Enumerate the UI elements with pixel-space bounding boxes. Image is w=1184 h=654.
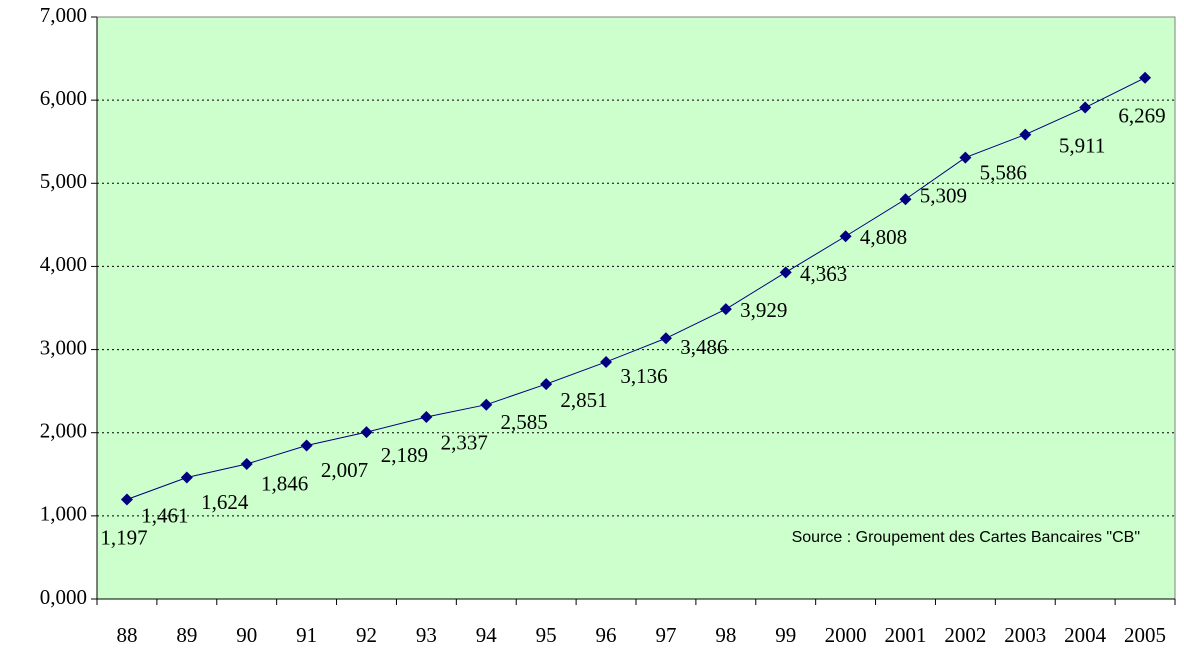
data-point — [719, 303, 732, 316]
x-tick-label: 2003 — [1004, 623, 1046, 647]
data-label: 3,136 — [620, 364, 667, 388]
x-tick-label: 92 — [356, 623, 377, 647]
data-point — [839, 230, 852, 243]
y-tick-label: 1,000 — [40, 502, 87, 526]
data-point — [480, 398, 493, 411]
x-tick-label: 91 — [296, 623, 317, 647]
data-label: 5,309 — [920, 183, 967, 207]
data-label: 2,585 — [501, 410, 548, 434]
data-point — [1139, 71, 1152, 84]
y-tick-label: 7,000 — [40, 3, 87, 27]
data-label: 4,808 — [860, 225, 907, 249]
data-point — [420, 411, 433, 424]
data-label: 1,461 — [141, 503, 188, 527]
plot-area — [96, 16, 1176, 600]
data-label: 1,846 — [261, 471, 308, 495]
data-label: 2,189 — [381, 443, 428, 467]
y-tick-label: 4,000 — [40, 252, 87, 276]
x-tick-label: 96 — [596, 623, 617, 647]
y-tick-label: 3,000 — [40, 335, 87, 359]
y-tick-label: 0,000 — [40, 585, 87, 609]
data-label: 2,337 — [441, 431, 488, 455]
data-label: 3,486 — [680, 335, 727, 359]
data-point — [659, 332, 672, 345]
data-point — [180, 471, 193, 484]
data-point — [1019, 128, 1032, 141]
x-tick-label: 2005 — [1124, 623, 1166, 647]
data-point — [959, 151, 972, 164]
data-point — [360, 426, 373, 439]
data-label: 5,911 — [1059, 133, 1105, 157]
x-tick-label: 95 — [536, 623, 557, 647]
data-label: 6,269 — [1118, 104, 1165, 128]
x-tick-label: 2001 — [885, 623, 927, 647]
data-point — [540, 378, 553, 391]
data-point — [120, 493, 133, 506]
source-note: Source : Groupement des Cartes Bancaires… — [792, 529, 1140, 546]
y-tick-label: 6,000 — [40, 86, 87, 110]
x-tick-label: 2004 — [1064, 623, 1107, 647]
x-tick-label: 97 — [655, 623, 676, 647]
y-tick-label: 2,000 — [40, 419, 87, 443]
data-point — [300, 439, 313, 452]
x-tick-label: 89 — [176, 623, 197, 647]
y-tick-label: 5,000 — [40, 169, 87, 193]
data-point — [779, 266, 792, 279]
x-tick-label: 94 — [476, 623, 498, 647]
data-label: 4,363 — [800, 262, 847, 286]
data-label: 1,197 — [100, 525, 147, 549]
data-point — [600, 355, 613, 368]
data-label: 2,007 — [321, 458, 368, 482]
data-point — [1079, 101, 1092, 114]
data-label: 2,851 — [560, 388, 607, 412]
data-label: 1,624 — [201, 490, 249, 514]
x-tick-label: 93 — [416, 623, 437, 647]
x-tick-label: 2002 — [944, 623, 986, 647]
data-label: 5,586 — [980, 160, 1027, 184]
series-line — [126, 77, 1146, 500]
data-point — [899, 193, 912, 206]
x-tick-label: 90 — [236, 623, 257, 647]
x-tick-label: 98 — [715, 623, 736, 647]
data-label: 3,929 — [740, 298, 787, 322]
x-tick-label: 88 — [116, 623, 137, 647]
data-point — [240, 457, 253, 470]
x-tick-label: 99 — [775, 623, 796, 647]
x-tick-label: 2000 — [825, 623, 867, 647]
